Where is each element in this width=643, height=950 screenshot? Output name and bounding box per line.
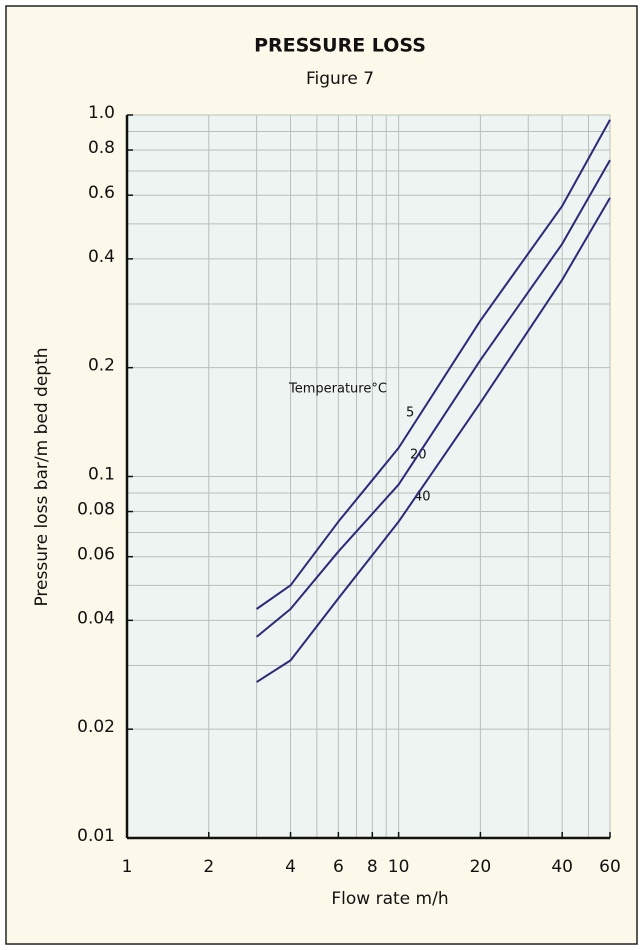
y-tick-label: 0.1	[88, 465, 115, 485]
x-tick-label: 4	[285, 857, 296, 877]
annotation: Temperature°C	[288, 382, 387, 397]
series-line	[256, 197, 611, 683]
y-axis-label: Pressure loss bar/m bed depth	[32, 347, 52, 606]
x-tick-label: 2	[203, 857, 214, 877]
y-tick-label: 0.08	[77, 500, 115, 520]
x-tick-label: 8	[367, 857, 378, 877]
chart-subtitle: Figure 7	[306, 69, 374, 89]
y-tick-label: 0.4	[88, 247, 115, 267]
series-line	[256, 119, 611, 610]
y-tick-label: 0.01	[77, 826, 115, 846]
x-tick-label: 20	[470, 857, 492, 877]
x-axis-label: Flow rate m/h	[331, 889, 448, 909]
series-line	[255, 159, 611, 638]
y-tick-label: 0.6	[88, 183, 115, 203]
y-tick-label: 0.04	[77, 608, 115, 628]
y-tick-label: 0.06	[77, 545, 115, 565]
y-tick-label: 0.2	[88, 356, 115, 376]
y-tick-label: 1.0	[88, 103, 115, 123]
x-tick-label: 6	[333, 857, 344, 877]
y-tick-label: 0.02	[77, 717, 115, 737]
x-tick-label: 40	[551, 857, 573, 877]
y-tick-label: 0.8	[88, 138, 115, 158]
x-tick-label: 1	[122, 857, 133, 877]
x-tick-label: 60	[599, 857, 621, 877]
x-tick-label: 10	[388, 857, 410, 877]
series-label: 5	[406, 406, 414, 421]
chart-title: PRESSURE LOSS	[254, 35, 426, 57]
